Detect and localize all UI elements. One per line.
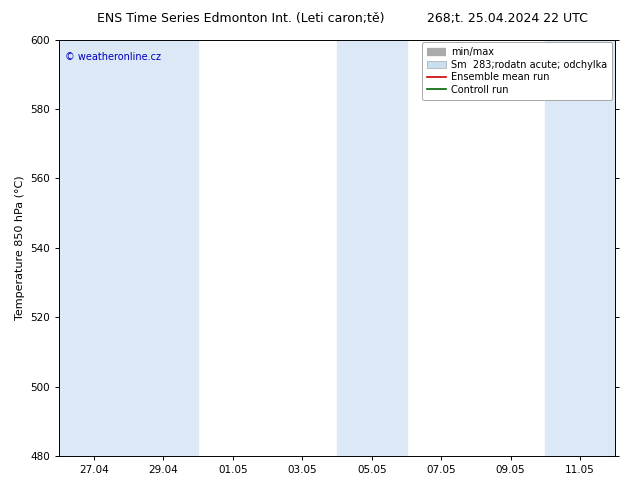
Bar — [337, 40, 406, 456]
Text: 268;t. 25.04.2024 22 UTC: 268;t. 25.04.2024 22 UTC — [427, 12, 588, 25]
Bar — [129, 40, 198, 456]
Bar — [545, 40, 615, 456]
Text: ENS Time Series Edmonton Int. (Leti caron;tě): ENS Time Series Edmonton Int. (Leti caro… — [97, 12, 385, 25]
Legend: min/max, Sm  283;rodatn acute; odchylka, Ensemble mean run, Controll run: min/max, Sm 283;rodatn acute; odchylka, … — [422, 43, 612, 99]
Y-axis label: Temperature 850 hPa (°C): Temperature 850 hPa (°C) — [15, 175, 25, 320]
Bar — [60, 40, 129, 456]
Text: © weatheronline.cz: © weatheronline.cz — [65, 52, 161, 62]
